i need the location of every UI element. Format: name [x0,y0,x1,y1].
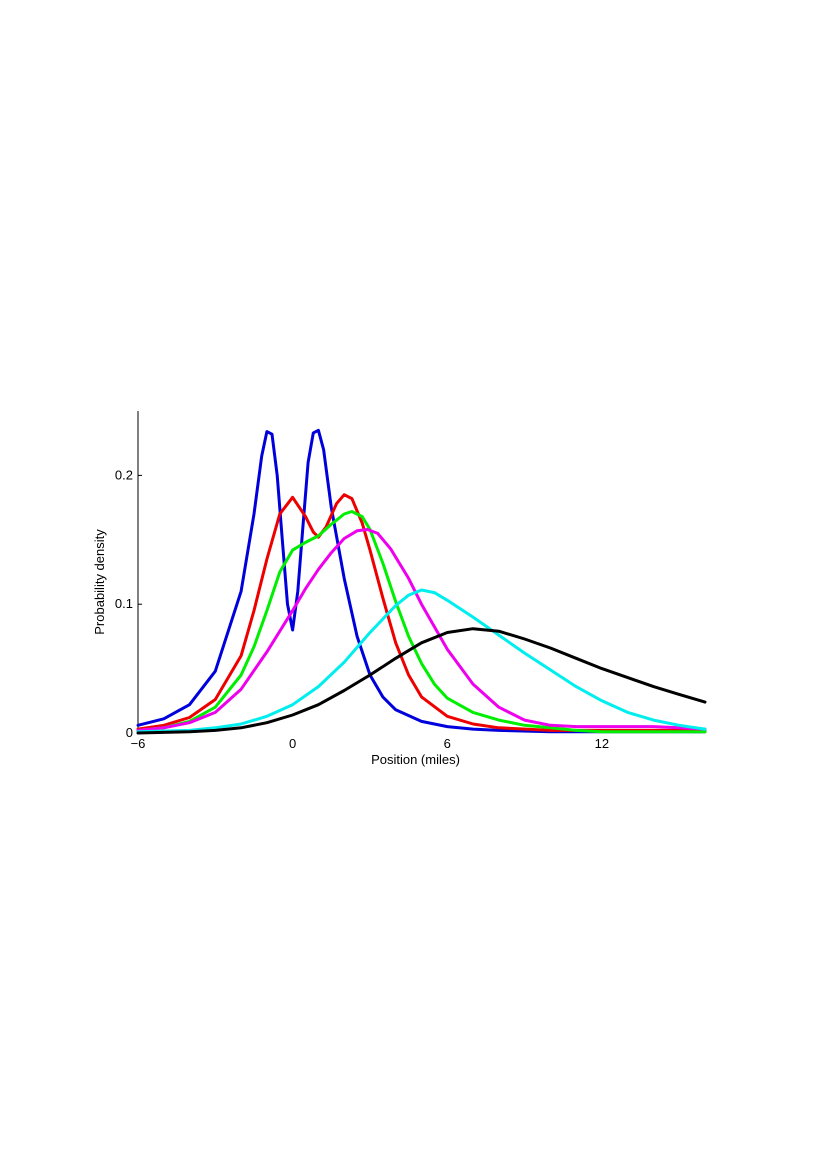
x-axis-label: Position (miles) [371,752,460,767]
series-line-2 [136,510,707,734]
x-tick-label: 12 [595,736,609,751]
series-line-1 [136,493,707,732]
x-tick-label: 0 [289,736,296,751]
series-layer [136,428,707,735]
y-tick-label: 0.1 [115,596,133,611]
y-axis-label: Probability density [92,529,107,635]
x-tick-label: −6 [131,736,146,751]
ticks: 00.10.2−6 0 6 12 [115,467,609,751]
series-line-4 [136,588,707,734]
series-line-0 [136,428,707,734]
series-line-5 [136,627,707,735]
y-tick-label: 0 [126,725,133,740]
series-line-3 [136,528,707,732]
x-tick-label: 6 [444,736,451,751]
y-tick-label: 0.2 [115,467,133,482]
